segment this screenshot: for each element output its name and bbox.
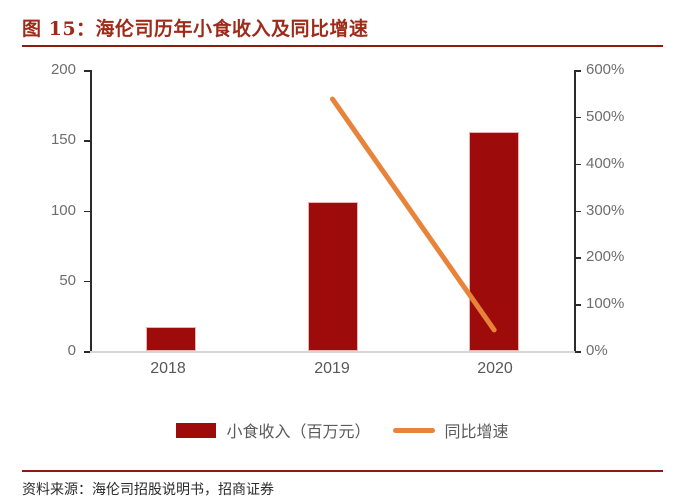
right-axis-label: 500% xyxy=(586,107,625,125)
legend-label-revenue: 小食收入（百万元） xyxy=(226,422,371,441)
footer-divider xyxy=(22,470,663,472)
x-axis-label-2018: 2018 xyxy=(150,360,186,377)
legend-label-growth: 同比增速 xyxy=(444,422,509,441)
right-axis-tick xyxy=(575,257,581,259)
right-axis-line xyxy=(574,70,576,352)
title-divider xyxy=(22,45,663,47)
right-axis-tick xyxy=(575,210,581,212)
left-axis-tick xyxy=(84,70,90,72)
legend-bar-swatch-icon xyxy=(176,422,217,438)
left-axis-label: 200 xyxy=(50,61,76,78)
right-axis-tick xyxy=(575,70,581,72)
plot-region xyxy=(90,70,575,351)
growth-rate-line[interactable] xyxy=(90,70,575,351)
x-axis-label-2020: 2020 xyxy=(477,360,513,377)
right-axis-tick xyxy=(575,163,581,166)
legend-line-swatch-icon xyxy=(392,427,435,433)
bar-2020[interactable] xyxy=(469,131,520,351)
legend-item-growth[interactable]: 同比增速 xyxy=(392,418,509,442)
right-axis-tick xyxy=(575,351,581,353)
chart-area: 200 150 100 50 0 600% 500% 400% 300% 200… xyxy=(0,55,685,405)
left-axis-label: 0 xyxy=(67,342,76,359)
axis-baseline xyxy=(90,351,575,353)
left-axis-tick xyxy=(84,351,90,353)
right-axis-tick xyxy=(575,116,581,119)
right-axis-label: 100% xyxy=(586,295,625,313)
x-axis-label-2019: 2019 xyxy=(314,360,350,377)
chart-legend: 小食收入（百万元） 同比增速 xyxy=(0,418,685,442)
left-axis-line xyxy=(90,70,92,352)
bar-2018[interactable] xyxy=(145,327,196,351)
bar-2019[interactable] xyxy=(307,202,358,351)
right-axis-label: 0% xyxy=(586,342,608,359)
source-note: 资料来源：海伦司招股说明书，招商证券 xyxy=(22,482,274,498)
left-axis-label: 100 xyxy=(50,201,76,219)
right-axis-label: 200% xyxy=(586,248,625,266)
left-axis-label: 50 xyxy=(59,271,76,289)
left-axis-tick xyxy=(84,280,90,283)
right-axis-label: 300% xyxy=(586,201,625,219)
right-axis-label: 400% xyxy=(586,154,625,172)
right-axis-label: 600% xyxy=(586,61,625,78)
right-axis-tick xyxy=(575,304,581,306)
page-title: 图 15：海伦司历年小食收入及同比增速 xyxy=(22,18,369,40)
left-axis-tick xyxy=(84,210,90,212)
left-axis-tick xyxy=(84,140,90,142)
left-axis-label: 150 xyxy=(50,131,76,149)
legend-item-revenue[interactable]: 小食收入（百万元） xyxy=(176,418,371,442)
